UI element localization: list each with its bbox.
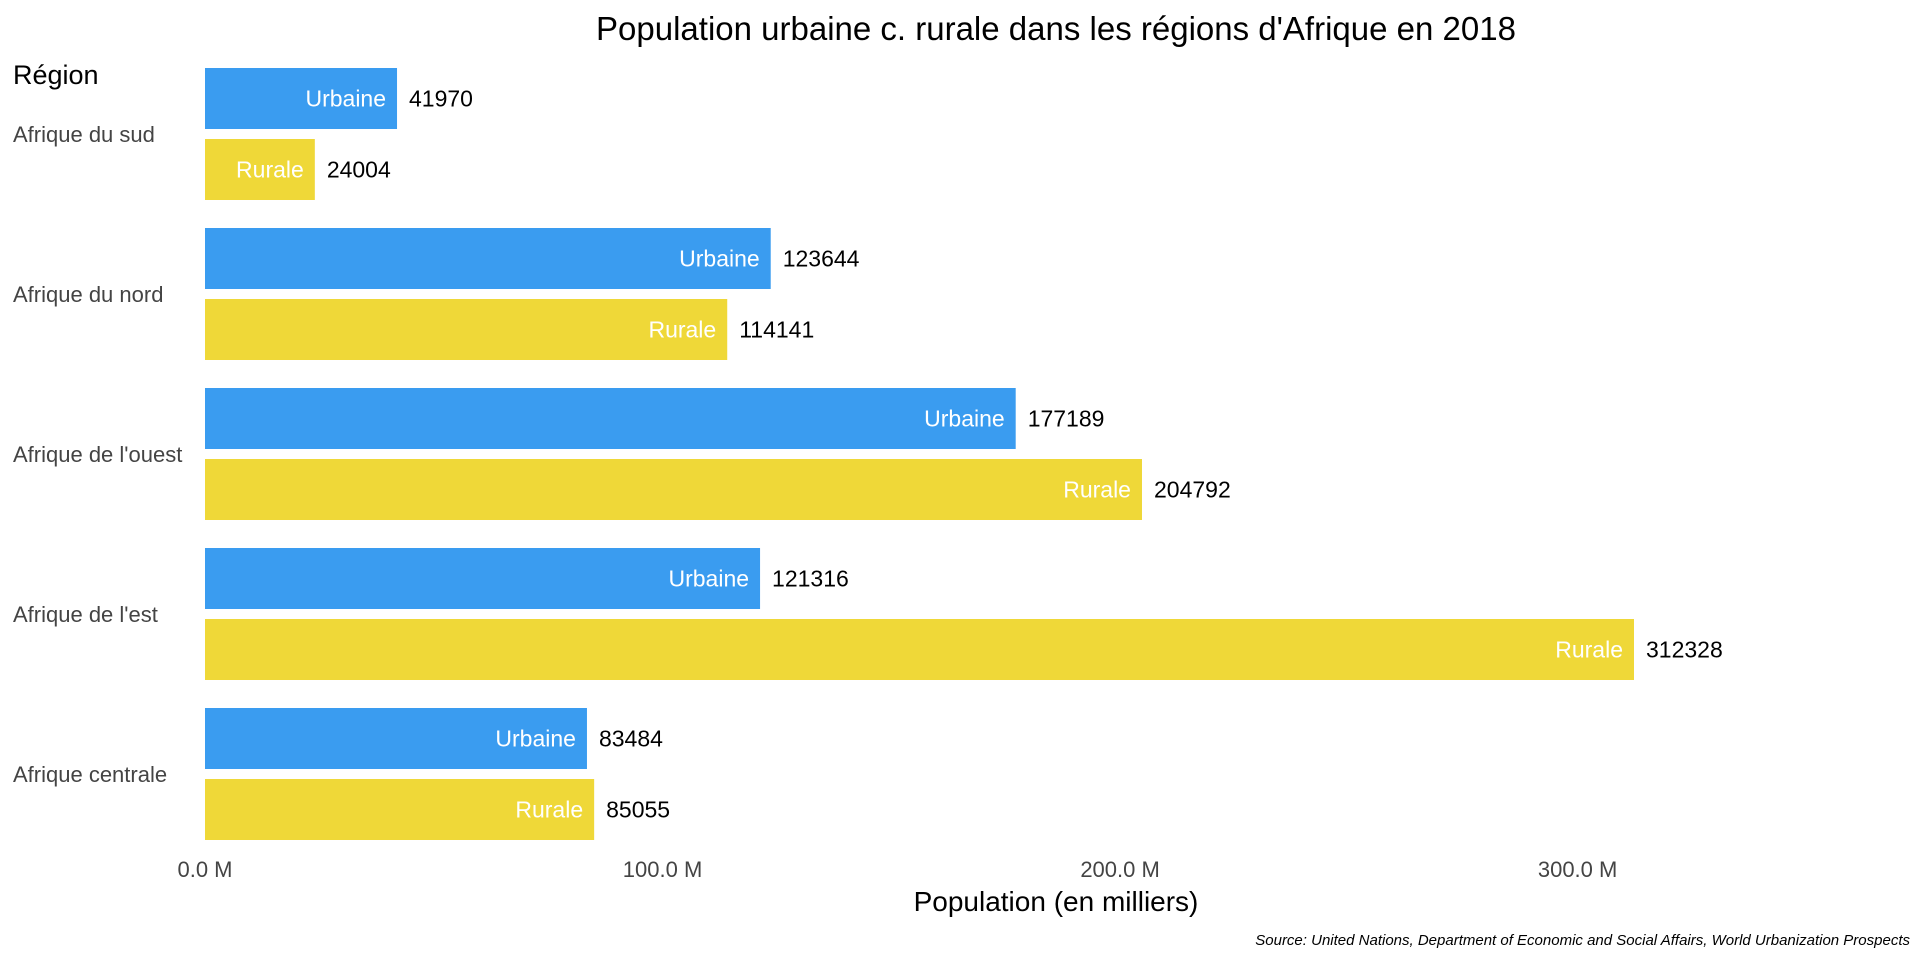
bar-rurale-afrique-du-sud: [205, 139, 315, 200]
source-note: Source: United Nations, Department of Ec…: [1255, 932, 1910, 949]
data-label-urbaine-afrique-du-sud: 41970: [409, 86, 473, 112]
x-axis-ticks: 0.0 M 100.0 M 200.0 M 300.0 M: [177, 857, 1617, 882]
bar-series-label: Urbaine: [679, 246, 760, 272]
x-tick-label: 100.0 M: [623, 857, 703, 882]
bar-series-label: Rurale: [515, 797, 583, 823]
bar-urbaine-afrique-centrale: [205, 708, 587, 769]
bar-series-label: Rurale: [648, 317, 716, 343]
chart-title: Population urbaine c. rurale dans les ré…: [596, 10, 1516, 47]
bar-rurale-afrique-centrale: [205, 779, 595, 840]
bar-urbaine-afrique-de-l-est: [205, 548, 761, 609]
bar-urbaine-afrique-de-l-ouest: [205, 388, 1016, 449]
data-label-rurale-afrique-du-nord: 114141: [739, 317, 814, 343]
x-tick-label: 300.0 M: [1538, 857, 1618, 882]
data-label-rurale-afrique-centrale: 85055: [606, 797, 670, 823]
region-axis-header: Région: [13, 60, 99, 90]
region-label-afrique-du-sud: Afrique du sud: [13, 122, 155, 147]
bar-rurale-afrique-du-nord: [205, 299, 728, 360]
data-label-rurale-afrique-du-sud: 24004: [327, 157, 391, 183]
bar-series-label: Urbaine: [305, 86, 386, 112]
region-label-afrique-de-l-ouest: Afrique de l'ouest: [13, 442, 182, 467]
region-label-afrique-du-nord: Afrique du nord: [13, 282, 163, 307]
bars-group: Urbaine 41970 Rurale 24004 Urbaine 123644 Rura…: [205, 68, 1723, 840]
data-label-urbaine-afrique-du-nord: 123644: [783, 246, 860, 272]
bar-rurale-afrique-de-l-est: [205, 619, 1634, 680]
region-label-afrique-centrale: Afrique centrale: [13, 762, 167, 787]
bar-series-label: Urbaine: [924, 406, 1005, 432]
bar-series-label: Urbaine: [669, 566, 750, 592]
bar-urbaine-afrique-du-sud: [205, 68, 398, 129]
x-tick-label: 0.0 M: [177, 857, 232, 882]
bar-series-label: Rurale: [1555, 637, 1623, 663]
bar-rurale-afrique-de-l-ouest: [205, 459, 1142, 520]
x-axis-title: Population (en milliers): [914, 886, 1199, 917]
bar-series-label: Urbaine: [495, 726, 576, 752]
data-label-urbaine-afrique-centrale: 83484: [599, 726, 663, 752]
bar-series-label: Rurale: [1063, 477, 1131, 503]
data-label-urbaine-afrique-de-l-ouest: 177189: [1028, 406, 1105, 432]
data-label-urbaine-afrique-de-l-est: 121316: [772, 566, 849, 592]
data-label-rurale-afrique-de-l-est: 312328: [1646, 637, 1723, 663]
bar-series-label: Rurale: [236, 157, 304, 183]
data-label-rurale-afrique-de-l-ouest: 204792: [1154, 477, 1231, 503]
region-label-afrique-de-l-est: Afrique de l'est: [13, 602, 158, 627]
region-labels: Afrique du sud Afrique du nord Afrique de …: [13, 122, 182, 787]
x-tick-label: 200.0 M: [1080, 857, 1160, 882]
bar-urbaine-afrique-du-nord: [205, 228, 771, 289]
